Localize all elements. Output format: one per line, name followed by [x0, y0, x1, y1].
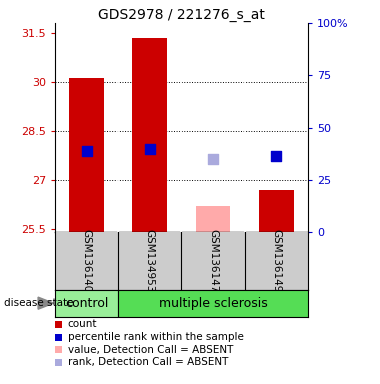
Text: value, Detection Call = ABSENT: value, Detection Call = ABSENT — [68, 345, 233, 355]
Bar — [196, 205, 230, 232]
Text: disease state: disease state — [4, 298, 73, 308]
Text: GSM136149: GSM136149 — [271, 229, 281, 293]
Text: rank, Detection Call = ABSENT: rank, Detection Call = ABSENT — [68, 358, 228, 367]
Text: multiple sclerosis: multiple sclerosis — [159, 297, 268, 310]
Bar — [259, 190, 294, 232]
Text: percentile rank within the sample: percentile rank within the sample — [68, 332, 244, 342]
Point — [84, 147, 90, 154]
Text: count: count — [68, 319, 97, 329]
Polygon shape — [38, 297, 54, 309]
Title: GDS2978 / 221276_s_at: GDS2978 / 221276_s_at — [98, 8, 265, 22]
Point — [210, 156, 216, 162]
Bar — [55, 290, 118, 317]
Bar — [133, 38, 167, 232]
Bar — [118, 290, 308, 317]
Text: control: control — [65, 297, 108, 310]
Text: GSM136147: GSM136147 — [208, 229, 218, 293]
Point — [273, 153, 279, 159]
Text: GSM134953: GSM134953 — [145, 229, 155, 293]
Point — [147, 146, 153, 152]
Bar — [69, 78, 104, 232]
Text: GSM136140: GSM136140 — [82, 230, 92, 293]
